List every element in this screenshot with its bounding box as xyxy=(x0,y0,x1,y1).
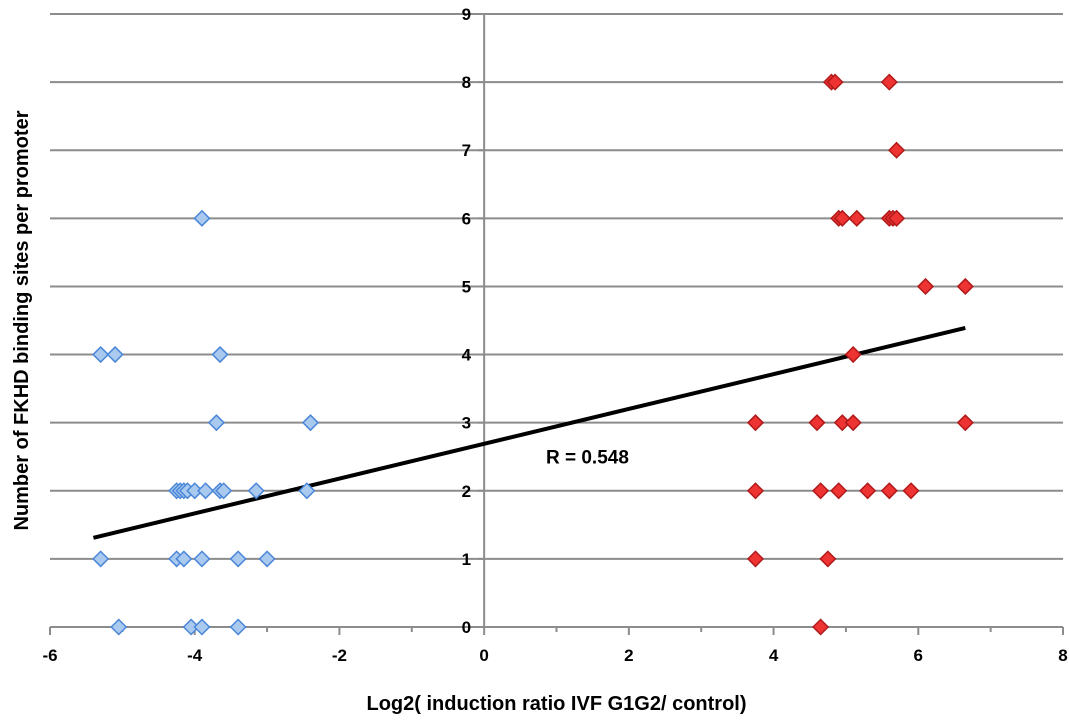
data-point-negative xyxy=(197,482,215,500)
data-point-positive xyxy=(888,141,906,159)
data-point-negative xyxy=(247,482,265,500)
data-point-negative xyxy=(106,345,124,364)
y-tick-label: 4 xyxy=(462,346,472,365)
y-tick-label: 6 xyxy=(462,209,471,228)
data-point-positive xyxy=(880,482,898,500)
y-tick-label: 9 xyxy=(462,5,471,24)
data-point-negative xyxy=(229,618,247,636)
axis-layer: -6 -4 -2 0 2 4 6 8 0 1 2 3 4 5 6 7 8 9 xyxy=(42,5,1067,665)
data-point-positive xyxy=(746,482,765,500)
data-point-negative xyxy=(215,482,233,500)
data-point-positive xyxy=(956,414,974,432)
data-point-positive xyxy=(833,209,851,227)
x-tick-label: 0 xyxy=(479,646,488,665)
data-point-positive xyxy=(902,482,920,500)
x-tick-label: 2 xyxy=(624,646,633,665)
x-tick-label: 8 xyxy=(1058,646,1067,665)
data-point-positive xyxy=(746,414,765,432)
data-point-negative xyxy=(207,414,225,432)
data-point-positive xyxy=(746,550,765,568)
y-tick-label: 5 xyxy=(462,277,471,296)
x-axis-title: Log2( induction ratio IVF G1G2/ control) xyxy=(367,693,747,715)
data-point-positive xyxy=(808,414,826,432)
data-point-positive xyxy=(848,209,866,227)
data-point-positive xyxy=(888,209,906,227)
data-point-negative xyxy=(92,345,110,364)
data-point-positive xyxy=(844,345,862,364)
trendline xyxy=(92,326,966,540)
data-point-negative xyxy=(258,550,276,568)
y-tick-label: 0 xyxy=(462,618,471,637)
data-point-negative xyxy=(92,550,110,568)
y-axis-title: Number of FKHD binding sites per promote… xyxy=(11,110,33,530)
x-tick-label: 4 xyxy=(769,646,779,665)
x-tick-label: -6 xyxy=(42,646,57,665)
x-tick-label: -2 xyxy=(332,646,347,665)
data-point-negative xyxy=(193,618,211,636)
y-tick-label: 1 xyxy=(462,550,471,569)
data-point-positive xyxy=(956,277,974,296)
data-point-negative xyxy=(193,550,211,568)
data-point-negative xyxy=(110,618,128,636)
data-point-negative xyxy=(298,482,316,500)
data-point-negative xyxy=(301,414,320,432)
data-point-negative xyxy=(175,550,193,568)
x-tick-label: -4 xyxy=(187,646,203,665)
y-tick-label: 7 xyxy=(462,141,471,160)
data-point-positive xyxy=(859,482,877,500)
data-point-negative xyxy=(211,345,229,364)
data-point-positive xyxy=(916,277,935,296)
data-point-negative xyxy=(193,209,211,227)
data-point-positive xyxy=(880,73,898,91)
data-point-negative xyxy=(229,550,247,568)
y-tick-label: 2 xyxy=(462,482,471,501)
data-point-positive xyxy=(830,482,848,500)
data-point-positive xyxy=(812,618,830,636)
data-point-positive xyxy=(826,73,844,91)
x-tick-label: 6 xyxy=(914,646,923,665)
label-layer: R = 0.548 Log2( induction ratio IVF G1G2… xyxy=(11,110,747,715)
points-layer xyxy=(92,73,974,636)
y-tick-label: 3 xyxy=(462,414,471,433)
data-point-positive xyxy=(844,414,862,432)
data-point-positive xyxy=(812,482,830,500)
grid-layer xyxy=(50,13,1063,560)
y-tick-label: 8 xyxy=(462,73,471,92)
trendline-layer xyxy=(92,326,966,540)
data-point-positive xyxy=(819,550,837,568)
correlation-annotation: R = 0.548 xyxy=(546,448,629,469)
